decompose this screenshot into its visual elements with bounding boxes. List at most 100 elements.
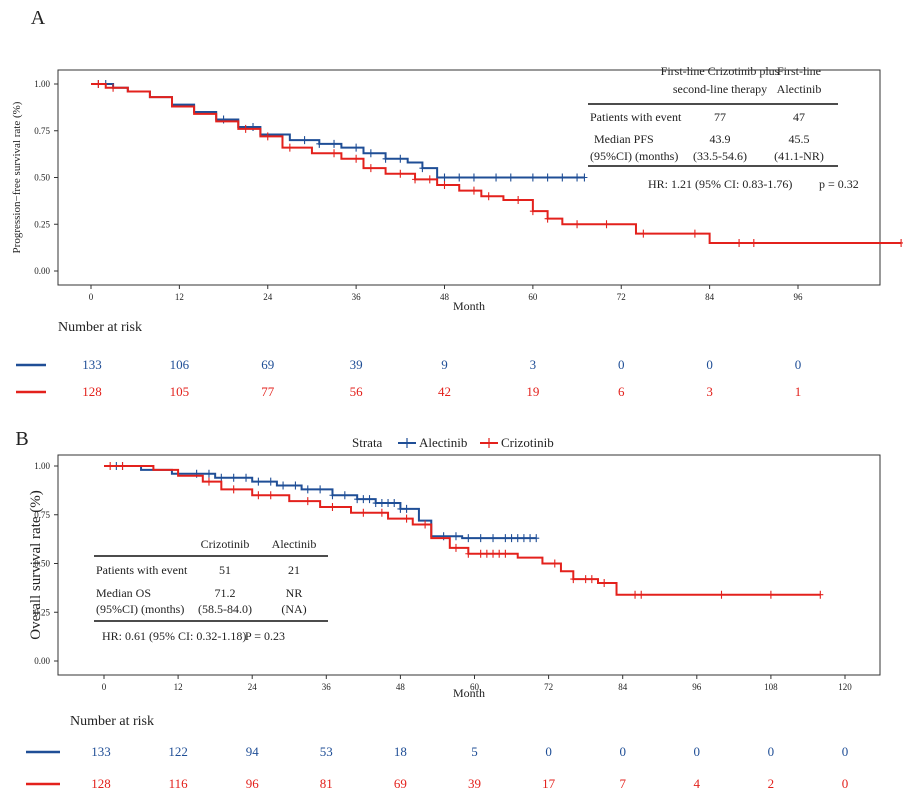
x-tick-label: 84 xyxy=(705,292,715,302)
x-tick-label: 24 xyxy=(263,292,273,302)
risk-count-alectinib: 69 xyxy=(261,357,274,372)
hazard-ratio: HR: 0.61 (95% CI: 0.32-1.18) xyxy=(102,629,246,643)
censor-mark-alectinib xyxy=(493,173,500,182)
censor-mark-alectinib xyxy=(527,534,534,543)
censor-mark-alectinib xyxy=(502,534,509,543)
censor-mark-alectinib xyxy=(317,485,324,494)
censor-mark-crizotinib xyxy=(264,132,271,141)
risk-count-crizotinib: 3 xyxy=(706,384,713,399)
censor-mark-crizotinib xyxy=(331,149,338,158)
risk-count-alectinib: 5 xyxy=(471,744,478,759)
risk-count-alectinib: 9 xyxy=(441,357,448,372)
x-tick-label: 48 xyxy=(440,292,450,302)
censor-mark-crizotinib xyxy=(110,83,117,92)
censor-mark-alectinib xyxy=(341,491,348,500)
censor-mark-alectinib xyxy=(218,473,225,482)
censor-mark-alectinib xyxy=(490,534,497,543)
censor-mark-crizotinib xyxy=(601,579,608,587)
table-header-col2: Alectinib xyxy=(777,82,822,96)
legend-title: Strata xyxy=(352,435,383,450)
censor-mark-crizotinib xyxy=(485,192,492,201)
risk-count-alectinib: 18 xyxy=(394,744,407,759)
censor-mark-alectinib xyxy=(360,495,367,504)
table-cell: (33.5-54.6) xyxy=(693,149,747,163)
y-tick-label: 1.00 xyxy=(34,79,50,89)
risk-count-crizotinib: 7 xyxy=(619,776,626,791)
x-axis-label: Month xyxy=(453,299,485,313)
x-tick-label: 108 xyxy=(764,682,778,692)
x-tick-label: 24 xyxy=(248,682,258,692)
risk-count-crizotinib: 39 xyxy=(468,776,481,791)
table-cell: (NA) xyxy=(281,602,306,616)
risk-count-alectinib: 39 xyxy=(350,357,363,372)
x-tick-label: 48 xyxy=(396,682,406,692)
censor-mark-crizotinib xyxy=(360,508,367,517)
censor-mark-alectinib xyxy=(533,534,540,543)
censor-mark-crizotinib xyxy=(255,491,262,500)
risk-table-title: Number at risk xyxy=(58,320,142,335)
censor-mark-crizotinib xyxy=(426,175,433,184)
table-cell: 43.9 xyxy=(710,132,731,146)
table-row-label: Patients with event xyxy=(96,563,188,577)
x-tick-label: 36 xyxy=(352,292,362,302)
censor-mark-alectinib xyxy=(520,534,527,543)
risk-count-alectinib: 53 xyxy=(320,744,333,759)
km-curve-crizotinib xyxy=(91,83,902,244)
risk-count-alectinib: 3 xyxy=(530,357,537,372)
table-row-label: (95%CI) (months) xyxy=(590,149,678,163)
censor-mark-crizotinib xyxy=(750,238,757,247)
censor-mark-crizotinib xyxy=(483,549,490,558)
table-header-col2: First-line xyxy=(777,64,821,78)
table-cell: NR xyxy=(286,586,303,600)
table-cell: (41.1-NR) xyxy=(774,149,824,163)
censor-mark-crizotinib xyxy=(502,549,509,558)
p-value: P = 0.23 xyxy=(245,629,285,643)
censor-mark-alectinib xyxy=(280,481,287,490)
risk-count-crizotinib: 6 xyxy=(618,384,625,399)
risk-count-alectinib: 133 xyxy=(91,744,111,759)
censor-mark-alectinib xyxy=(456,173,463,182)
panel-label-A: A xyxy=(31,7,46,29)
risk-count-crizotinib: 17 xyxy=(542,776,556,791)
risk-count-crizotinib: 128 xyxy=(82,384,102,399)
risk-count-alectinib: 94 xyxy=(246,744,260,759)
p-value: p = 0.32 xyxy=(819,177,859,191)
x-tick-label: 72 xyxy=(617,292,626,302)
x-tick-label: 60 xyxy=(470,682,480,692)
risk-count-crizotinib: 2 xyxy=(768,776,775,791)
table-row-label: Median OS xyxy=(96,586,151,600)
y-tick-label: 0.50 xyxy=(34,173,50,183)
censor-mark-crizotinib xyxy=(412,175,419,184)
y-axis-label: Overall survival rate (%) xyxy=(28,490,44,640)
risk-count-crizotinib: 69 xyxy=(394,776,407,791)
hazard-ratio: HR: 1.21 (95% CI: 0.83-1.76) xyxy=(648,177,792,191)
risk-count-crizotinib: 105 xyxy=(170,384,190,399)
risk-count-alectinib: 0 xyxy=(694,744,701,759)
risk-count-crizotinib: 128 xyxy=(91,776,111,791)
km-curve-crizotinib xyxy=(104,465,821,596)
table-cell: 71.2 xyxy=(215,586,236,600)
x-axis-label: Month xyxy=(453,686,485,700)
censor-mark-crizotinib xyxy=(817,590,824,599)
censor-mark-crizotinib xyxy=(403,514,410,523)
censor-mark-alectinib xyxy=(397,154,404,163)
table-cell: (58.5-84.0) xyxy=(198,602,252,616)
censor-mark-alectinib xyxy=(477,534,484,543)
censor-mark-crizotinib xyxy=(95,80,102,88)
x-tick-label: 0 xyxy=(89,292,94,302)
censor-mark-crizotinib xyxy=(267,491,274,500)
risk-count-crizotinib: 116 xyxy=(169,776,189,791)
censor-mark-alectinib xyxy=(255,477,262,486)
y-tick-label: 1.00 xyxy=(34,461,50,471)
x-tick-label: 72 xyxy=(544,682,553,692)
y-tick-label: 0.00 xyxy=(34,656,50,666)
y-tick-label: 0.75 xyxy=(34,510,50,520)
y-tick-label: 0.00 xyxy=(34,266,50,276)
censor-mark-crizotinib xyxy=(640,229,647,238)
censor-mark-crizotinib xyxy=(397,169,404,178)
censor-mark-crizotinib xyxy=(529,207,536,216)
risk-count-alectinib: 0 xyxy=(768,744,775,759)
censor-mark-alectinib xyxy=(465,534,472,543)
censor-mark-alectinib xyxy=(397,504,404,513)
y-tick-label: 0.25 xyxy=(34,607,50,617)
